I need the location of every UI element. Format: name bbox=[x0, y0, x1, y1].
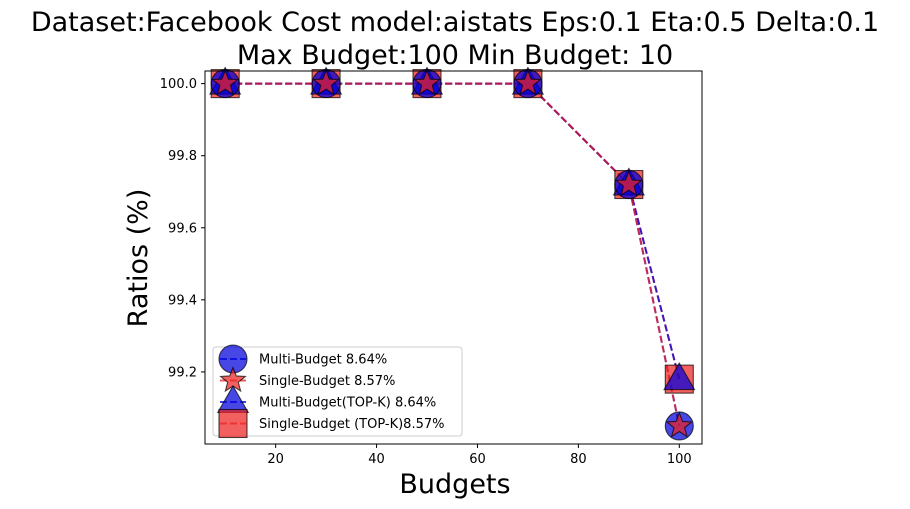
legend-label: Multi-Budget 8.64% bbox=[259, 353, 387, 368]
y-tick-label: 99.2 bbox=[168, 365, 197, 380]
x-tick-label: 60 bbox=[469, 452, 486, 467]
y-tick-label: 99.6 bbox=[168, 221, 197, 236]
x-tick-label: 20 bbox=[267, 452, 284, 467]
x-axis: 20 40 60 80 100 bbox=[267, 444, 692, 467]
series-markers bbox=[209, 66, 696, 441]
plot-frame bbox=[204, 70, 703, 445]
legend-label: Multi-Budget(TOP-K) 8.64% bbox=[259, 396, 436, 411]
data-point-star bbox=[615, 170, 643, 197]
legend-label: Single-Budget 8.57% bbox=[259, 374, 395, 389]
y-axis: 99.2 99.4 99.6 99.8 100.0 bbox=[160, 77, 205, 380]
series-lines bbox=[225, 82, 681, 427]
x-tick-label: 100 bbox=[667, 452, 692, 467]
data-point-star bbox=[514, 69, 542, 96]
x-tick-label: 80 bbox=[570, 452, 587, 467]
chart-title-line1: Dataset:Facebook Cost model:aistats Eps:… bbox=[31, 7, 879, 38]
data-point-triangle bbox=[663, 362, 696, 391]
x-axis-label: Budgets bbox=[399, 469, 510, 500]
data-point-star bbox=[665, 411, 694, 438]
legend-frame bbox=[212, 346, 463, 437]
y-tick-label: 100.0 bbox=[160, 77, 197, 92]
x-tick-label: 40 bbox=[368, 452, 385, 467]
series-line-1 bbox=[225, 82, 681, 427]
y-axis-label: Ratios (%) bbox=[123, 189, 154, 328]
legend-label: Single-Budget (TOP-K)8.57% bbox=[259, 417, 444, 432]
y-tick-label: 99.4 bbox=[168, 293, 197, 308]
chart-title-line2: Max Budget:100 Min Budget: 10 bbox=[237, 40, 673, 71]
legend: Multi-Budget 8.64% Single-Budget 8.57% Mul… bbox=[212, 344, 463, 439]
data-point-star bbox=[211, 69, 239, 96]
data-point-star bbox=[413, 69, 441, 96]
legend-marker-square bbox=[218, 408, 248, 439]
y-tick-label: 99.8 bbox=[168, 149, 197, 164]
data-point-star bbox=[312, 69, 340, 96]
